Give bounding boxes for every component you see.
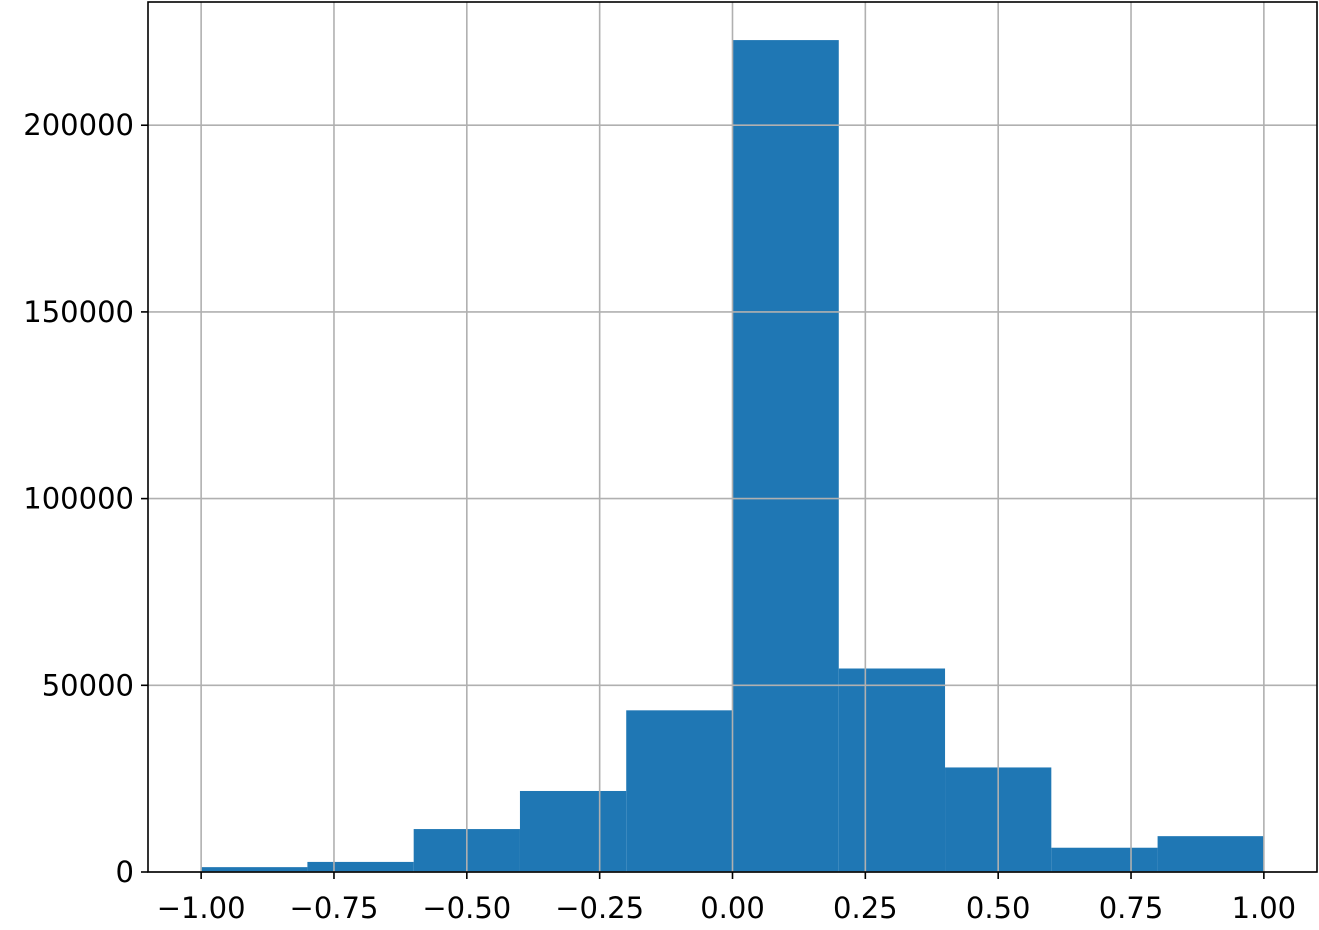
histogram-bar bbox=[519, 790, 627, 872]
y-tick-label: 200000 bbox=[23, 108, 134, 142]
x-tick-label: −0.50 bbox=[422, 891, 511, 925]
y-tick-label: 50000 bbox=[42, 668, 134, 702]
x-tick-label: 1.00 bbox=[1232, 891, 1297, 925]
x-tick-label: −0.25 bbox=[555, 891, 644, 925]
histogram-bar bbox=[1157, 836, 1264, 872]
histogram-bar bbox=[201, 867, 308, 872]
histogram-bar bbox=[1051, 847, 1158, 872]
x-tick-label: 0.75 bbox=[1099, 891, 1164, 925]
axes-layer: −1.00 −0.75 −0.50 −0.25 0.00 0.25 0.50 0.75 1.00… bbox=[23, 1, 1318, 925]
histogram-bar bbox=[307, 861, 414, 872]
x-tick-label: 0.25 bbox=[833, 891, 898, 925]
grid-layer bbox=[148, 2, 1317, 873]
histogram-bar bbox=[838, 668, 946, 872]
x-tick-label: −0.75 bbox=[290, 891, 379, 925]
x-tick-label: 0.50 bbox=[966, 891, 1031, 925]
y-tick-label: 0 bbox=[116, 855, 134, 889]
histogram-bar bbox=[626, 710, 733, 872]
y-tick-label: 100000 bbox=[23, 482, 134, 516]
x-tick-label: 0.00 bbox=[700, 891, 765, 925]
x-tick-label: −1.00 bbox=[157, 891, 246, 925]
histogram-bar bbox=[732, 40, 839, 873]
y-tick-label: 150000 bbox=[23, 295, 134, 329]
